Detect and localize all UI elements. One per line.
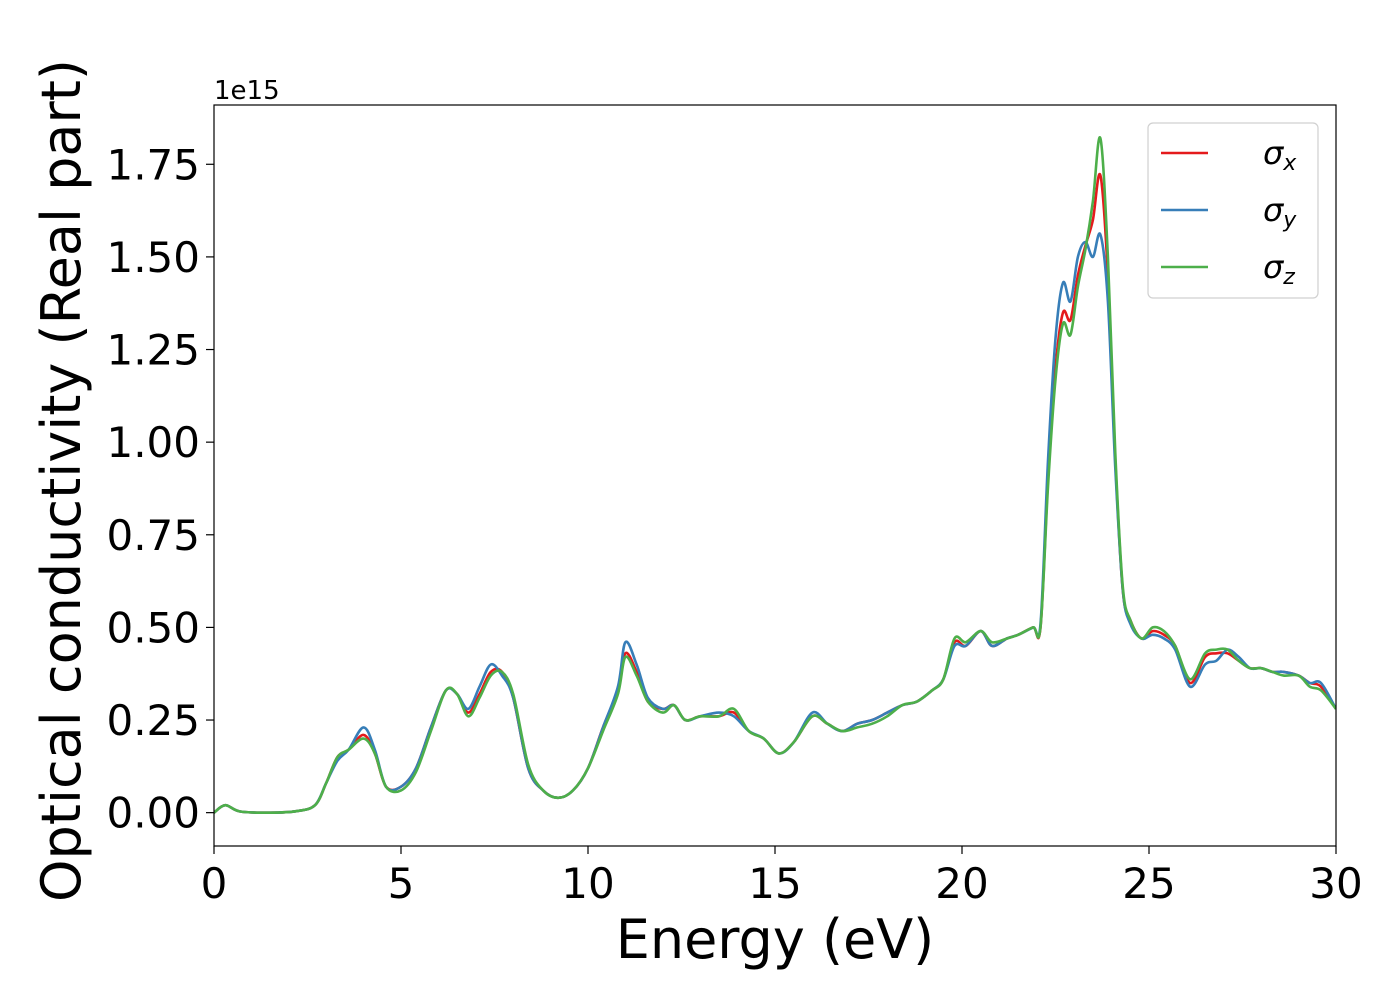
x-axis-ticks: 0 5 10 15 20 25 30 — [201, 846, 1363, 908]
x-tick-label: 0 — [201, 859, 228, 908]
legend-label: σz — [1263, 248, 1295, 290]
y-tick-label: 0.00 — [106, 789, 200, 838]
y-tick-label: 1.75 — [106, 140, 200, 189]
y-axis-label: Optical conductivity (Real part) — [30, 59, 93, 902]
y-tick-label: 0.75 — [106, 511, 200, 560]
legend-label: σx — [1263, 134, 1297, 176]
series-line-3 — [214, 136, 1336, 815]
x-tick-label: 15 — [748, 859, 801, 908]
y-tick-label: 0.25 — [106, 696, 200, 745]
x-tick-label: 30 — [1309, 859, 1362, 908]
legend-box — [1147, 122, 1319, 299]
y-tick-label: 1.25 — [106, 326, 200, 375]
x-tick-label: 25 — [1122, 859, 1175, 908]
plot-lines — [214, 136, 1336, 815]
x-tick-label: 10 — [561, 859, 614, 908]
series-line-2 — [214, 232, 1336, 815]
x-axis-label: Energy (eV) — [616, 908, 935, 971]
x-tick-label: 5 — [388, 859, 415, 908]
legend: σx σy σz — [1147, 122, 1319, 299]
x-tick-label: 20 — [935, 859, 988, 908]
y-axis-ticks: 0.00 0.25 0.50 0.75 1.00 1.25 1.50 1.75 — [106, 140, 214, 838]
y-tick-label: 0.50 — [106, 603, 200, 652]
y-tick-label: 1.50 — [106, 233, 200, 282]
y-offset-text: 1e15 — [214, 76, 280, 106]
y-tick-label: 1.00 — [106, 418, 200, 467]
legend-label: σy — [1263, 191, 1297, 233]
